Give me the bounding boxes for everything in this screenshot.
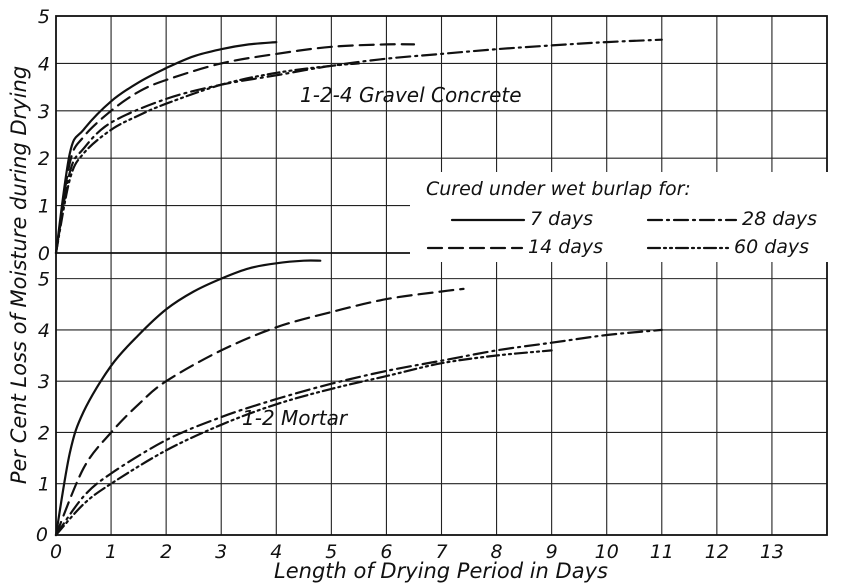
mortar-curve-60-days xyxy=(54,349,553,537)
y-tick-label-upper: 1 xyxy=(38,196,50,218)
legend-label-28-days: 28 days xyxy=(742,208,817,230)
y-tick-label-lower: 0 xyxy=(36,524,48,546)
y-tick-label-upper: 3 xyxy=(38,101,50,123)
x-tick-label: 13 xyxy=(760,541,784,563)
x-tick-labels: 0 1 2 3 4 5 6 7 8 9 10 11 12 13 xyxy=(50,541,784,563)
y-tick-label-lower: 4 xyxy=(38,320,50,342)
panel-label-concrete: 1-2-4 Gravel Concrete xyxy=(300,83,522,107)
x-tick-label: 7 xyxy=(435,541,447,563)
y-tick-label-upper: 5 xyxy=(38,6,50,28)
legend: Cured under wet burlap for: 7 days 14 da… xyxy=(426,178,817,258)
x-tick-label: 3 xyxy=(215,541,227,563)
x-axis-title: Length of Drying Period in Days xyxy=(274,559,608,583)
concrete-curve-7-days xyxy=(54,41,278,255)
plot-frame xyxy=(55,15,828,536)
y-tick-labels: 1 2 3 4 5 0 1 2 3 4 5 0 xyxy=(36,6,50,546)
curves xyxy=(54,38,663,537)
x-tick-label: 0 xyxy=(50,541,62,563)
y-tick-label-upper: 2 xyxy=(38,148,50,170)
y-tick-label-lower: 3 xyxy=(38,371,50,393)
mortar-curve-14-days xyxy=(54,287,465,537)
y-tick-label-lower: 0 xyxy=(38,243,50,265)
x-tick-label: 11 xyxy=(650,541,674,563)
concrete-curve-14-days xyxy=(54,43,416,255)
mortar-curve-28-days xyxy=(54,328,663,537)
x-tick-label: 2 xyxy=(160,541,172,563)
concrete-curve-60-days xyxy=(54,62,360,255)
y-tick-label-lower: 1 xyxy=(38,474,50,496)
x-tick-label: 1 xyxy=(105,541,117,563)
y-axis-title: Per Cent Loss of Moisture during Drying xyxy=(7,66,31,484)
legend-title: Cured under wet burlap for: xyxy=(426,178,691,200)
mortar-curve-7-days xyxy=(54,259,322,537)
panel-label-mortar: 1-2 Mortar xyxy=(242,406,349,430)
x-tick-label: 10 xyxy=(595,541,619,563)
x-tick-label: 12 xyxy=(705,541,729,563)
x-tick-label: 4 xyxy=(270,541,282,563)
legend-label-60-days: 60 days xyxy=(734,236,809,258)
x-tick-label: 8 xyxy=(491,541,503,563)
legend-label-7-days: 7 days xyxy=(530,208,593,230)
x-tick-label: 6 xyxy=(380,541,392,563)
concrete-curve-28-days xyxy=(54,38,663,255)
x-tick-label: 9 xyxy=(546,541,558,563)
legend-label-14-days: 14 days xyxy=(528,236,603,258)
y-tick-label-lower: 2 xyxy=(38,422,50,444)
y-tick-label-upper: 4 xyxy=(38,53,50,75)
x-tick-label: 5 xyxy=(325,541,337,563)
y-tick-label-lower: 5 xyxy=(38,269,50,291)
